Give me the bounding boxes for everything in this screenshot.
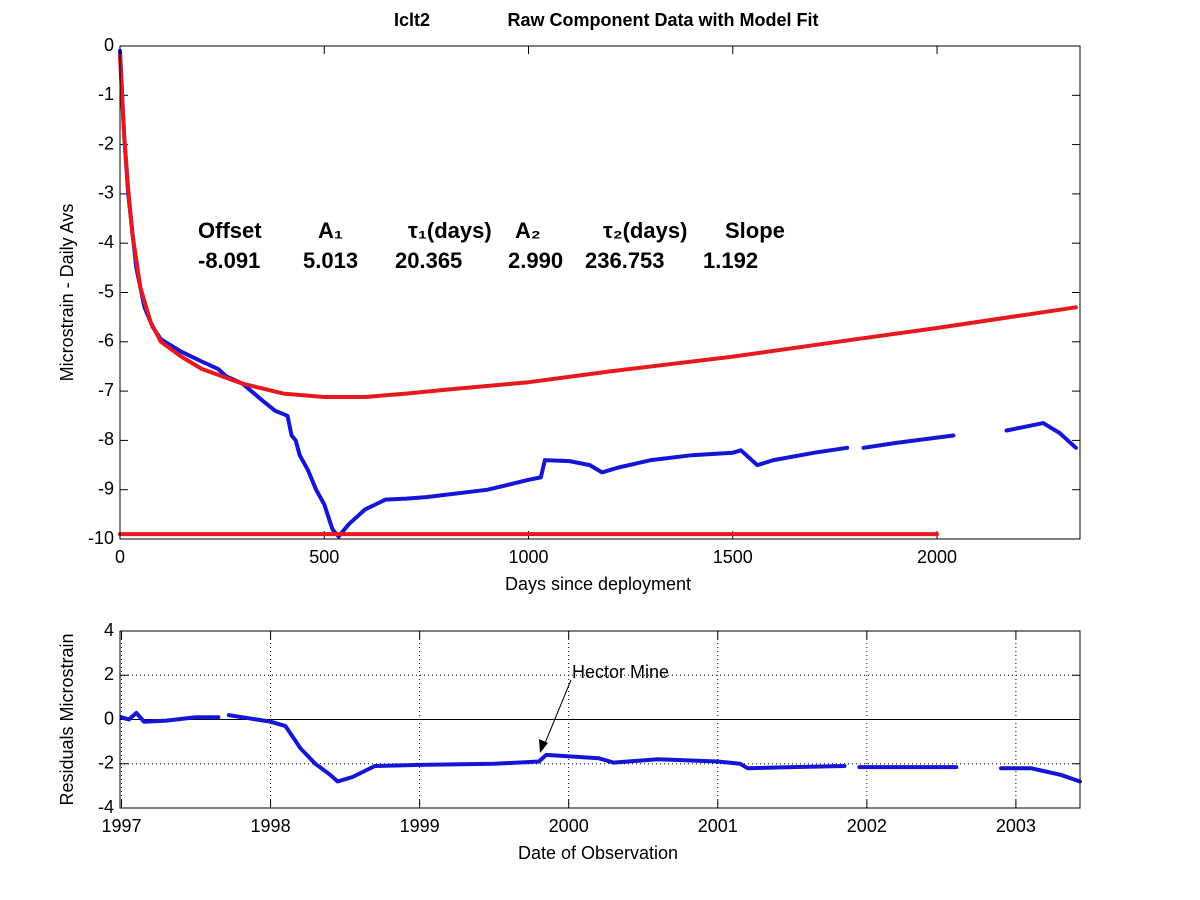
fit-parameter-name: Offset xyxy=(198,218,262,243)
x-tick-label: 1500 xyxy=(713,547,753,567)
y-tick-label: -8 xyxy=(98,429,114,449)
y-tick-label: -3 xyxy=(98,183,114,203)
y-tick-label: 0 xyxy=(104,708,114,728)
fit-parameter-value: 2.990 xyxy=(508,248,563,273)
fit-parameter-value: 236.753 xyxy=(585,248,665,273)
x-tick-label: 2000 xyxy=(917,547,957,567)
y-tick-label: -9 xyxy=(98,478,114,498)
fit-parameter-value: 5.013 xyxy=(303,248,358,273)
fit-parameter-name: A₁ xyxy=(318,218,343,243)
chart-subtitle: Raw Component Data with Model Fit xyxy=(508,10,819,30)
fit-parameter-name: τ₁(days) xyxy=(408,218,492,243)
x-tick-label: 2002 xyxy=(847,816,887,836)
fit-parameter-value: -8.091 xyxy=(198,248,260,273)
y-tick-label: 2 xyxy=(104,664,114,684)
axes-frame xyxy=(119,630,1081,809)
y-tick-label: -1 xyxy=(98,84,114,104)
fit-parameter-name: A₂ xyxy=(515,218,541,243)
chart-title: Iclt2 xyxy=(394,10,430,30)
fit-parameter-value: 1.192 xyxy=(703,248,758,273)
annotation: Hector Mine xyxy=(572,662,669,682)
x-tick-label: 0 xyxy=(115,547,125,567)
x-tick-label: 2000 xyxy=(549,816,589,836)
fit-parameter-value: 20.365 xyxy=(395,248,462,273)
x-axis-label: Days since deployment xyxy=(505,574,691,594)
y-tick-label: 0 xyxy=(104,35,114,55)
data-series xyxy=(118,53,1078,399)
y-tick-label: -4 xyxy=(98,232,114,252)
axes-frame xyxy=(119,45,1081,540)
annotation-arrow xyxy=(542,679,572,749)
y-tick-label: 4 xyxy=(104,620,114,640)
y-tick-label: -5 xyxy=(98,281,114,301)
fit-parameter-name: Slope xyxy=(725,218,785,243)
data-series xyxy=(118,48,1078,539)
y-tick-label: -7 xyxy=(98,380,114,400)
y-tick-label: -2 xyxy=(98,753,114,773)
x-tick-label: 2003 xyxy=(996,816,1036,836)
annotation-arrowhead xyxy=(539,739,548,753)
x-tick-label: 2001 xyxy=(698,816,738,836)
fit-parameter-name: τ₂(days) xyxy=(603,218,687,243)
x-tick-label: 1000 xyxy=(508,547,548,567)
y-axis-label: Microstrain - Daily Avs xyxy=(57,204,77,382)
x-tick-label: 1999 xyxy=(400,816,440,836)
y-tick-label: -4 xyxy=(98,797,114,817)
y-tick-label: -2 xyxy=(98,133,114,153)
plot-area xyxy=(120,46,1080,539)
x-tick-label: 1998 xyxy=(251,816,291,836)
y-axis-label: Residuals Microstrain xyxy=(57,633,77,805)
x-tick-label: 1997 xyxy=(101,816,141,836)
y-tick-label: -6 xyxy=(98,331,114,351)
y-tick-label: -10 xyxy=(88,528,114,548)
x-tick-label: 500 xyxy=(309,547,339,567)
data-series xyxy=(119,710,1082,784)
x-axis-label: Date of Observation xyxy=(518,843,678,863)
